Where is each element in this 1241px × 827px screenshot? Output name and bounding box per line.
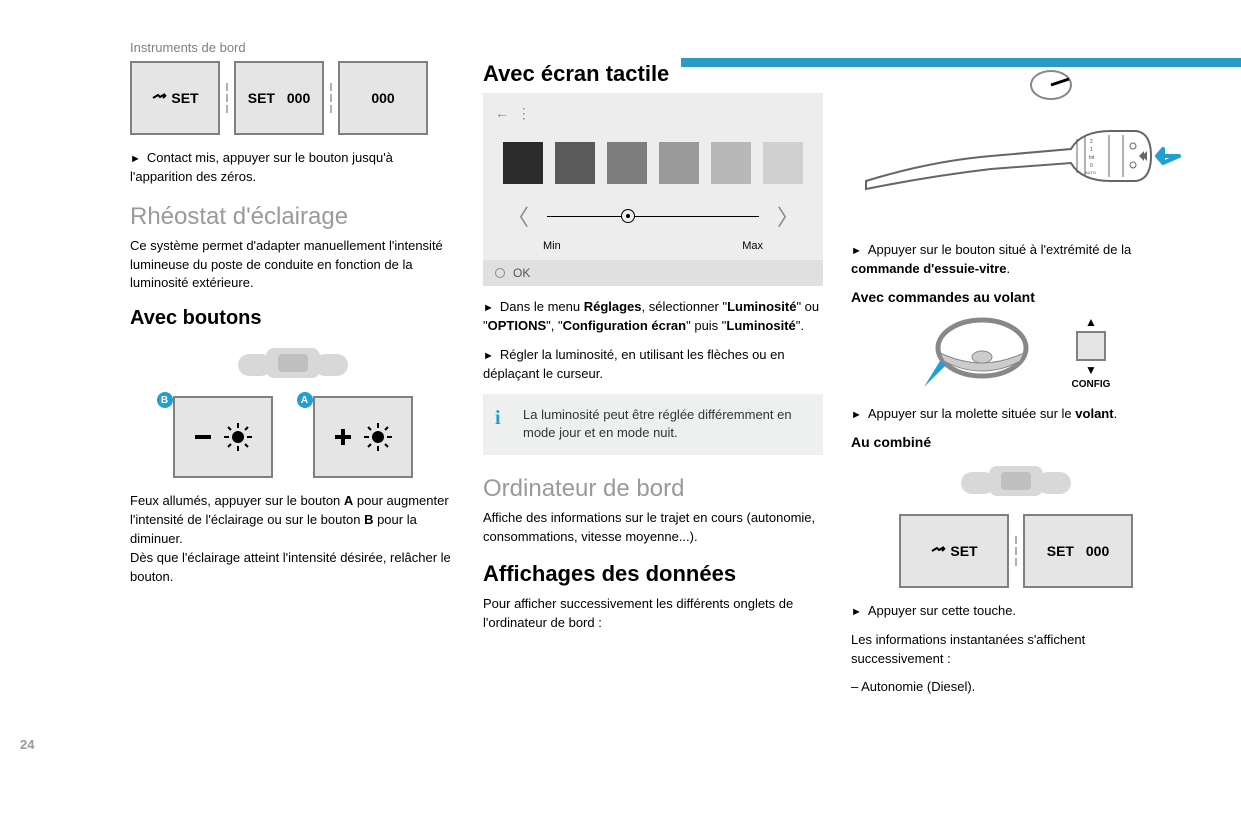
- chevron-right-icon: 〉: [773, 200, 803, 232]
- badge-a: A: [297, 392, 313, 408]
- dashboard-illustration: [130, 338, 455, 384]
- plus-icon: [333, 425, 357, 449]
- brightness-up-unit: A: [313, 396, 413, 478]
- steering-instruction: Appuyer sur la molette située sur le vol…: [851, 405, 1181, 424]
- up-triangle-icon: ▲: [1085, 315, 1097, 329]
- touchscreen-card: ← ⋮ 〈 〉 Min Max: [483, 93, 823, 286]
- steering-row: ▲ ▼ CONFIG: [851, 313, 1181, 393]
- svg-text:AUTO: AUTO: [1085, 170, 1096, 175]
- swatch-1: [503, 142, 543, 184]
- touchscreen-footer: OK: [483, 260, 823, 286]
- data-display-heading: Affichages des données: [483, 561, 823, 587]
- section-header: Instruments de bord: [130, 40, 1181, 55]
- set-value: 000: [371, 90, 394, 106]
- separator: [226, 83, 228, 113]
- brightness-up-button: [313, 396, 413, 478]
- config-unit: ▲ ▼ CONFIG: [1072, 315, 1111, 390]
- down-triangle-icon: ▼: [1085, 363, 1097, 377]
- buttons-heading: Avec boutons: [130, 307, 455, 330]
- ts-instruction-1: Dans le menu Réglages, sélectionner "Lum…: [483, 298, 823, 336]
- page-number: 24: [20, 737, 1181, 752]
- ts-instruction-2: Régler la luminosité, en utilisant les f…: [483, 346, 823, 384]
- combine-set-button-1: SET: [899, 514, 1009, 588]
- min-label: Min: [543, 240, 561, 252]
- wrench-icon: [930, 545, 946, 557]
- sun-icon: [223, 422, 253, 452]
- swatch-5: [711, 142, 751, 184]
- minus-icon: [193, 425, 217, 449]
- info-icon: i: [495, 404, 501, 433]
- wrench-icon: [151, 92, 167, 104]
- set-button-2: SET 000: [234, 61, 324, 135]
- combine-list-item: – Autonomie (Diesel).: [851, 678, 1181, 697]
- sun-icon: [363, 422, 393, 452]
- info-text: La luminosité peut être réglée différemm…: [523, 407, 792, 441]
- swatch-row: [483, 132, 823, 200]
- rheostat-heading: Rhéostat d'éclairage: [130, 203, 455, 231]
- separator: [1015, 536, 1017, 566]
- swatch-4: [659, 142, 699, 184]
- set-label: SET: [171, 90, 198, 106]
- stalk-instruction: Appuyer sur le bouton situé à l'extrémit…: [851, 241, 1181, 279]
- set-button-1: SET: [130, 61, 220, 135]
- column-2: Avec écran tactile ← ⋮ 〈 〉 Min: [483, 61, 823, 707]
- dashboard-illustration-2: [851, 456, 1181, 502]
- ok-circle-icon: [495, 268, 505, 278]
- stalk-illustration: 2 1 Int 0 AUTO: [851, 61, 1181, 231]
- set-label: SET: [248, 90, 275, 106]
- brightness-buttons-row: B A: [130, 396, 455, 478]
- slider-handle: [621, 209, 635, 223]
- svg-text:2: 2: [1090, 139, 1093, 145]
- brightness-down-button: [173, 396, 273, 478]
- touchscreen-back-row: ← ⋮: [483, 101, 823, 132]
- column-3: 2 1 Int 0 AUTO Appuyer sur le bouton situé…: [851, 61, 1181, 707]
- svg-text:1: 1: [1090, 147, 1093, 153]
- config-label: CONFIG: [1072, 379, 1111, 390]
- buttons-description: Feux allumés, appuyer sur le bouton A po…: [130, 492, 455, 586]
- brightness-slider: [547, 216, 759, 217]
- badge-b: B: [157, 392, 173, 408]
- swatch-3: [607, 142, 647, 184]
- max-label: Max: [742, 240, 763, 252]
- combine-set-row: SET SET 000: [851, 514, 1181, 588]
- set-buttons-row: SET SET 000 000: [130, 61, 455, 135]
- combine-set-button-2: SET 000: [1023, 514, 1133, 588]
- ok-label: OK: [513, 266, 530, 280]
- combine-description: Les informations instantanées s'affichen…: [851, 631, 1181, 669]
- data-display-description: Pour afficher successivement les différe…: [483, 595, 823, 633]
- swatch-2: [555, 142, 595, 184]
- combine-heading: Au combiné: [851, 434, 1181, 450]
- set-value: 000: [1086, 543, 1109, 559]
- rheostat-description: Ce système permet d'adapter manuellement…: [130, 237, 455, 294]
- slider-labels: Min Max: [483, 238, 823, 260]
- slider-row: 〈 〉: [483, 200, 823, 238]
- brightness-down-unit: B: [173, 396, 273, 478]
- column-1: SET SET 000 000 Contact mis, appuyer sur…: [130, 61, 455, 707]
- trip-computer-description: Affiche des informations sur le trajet e…: [483, 509, 823, 547]
- separator: [330, 83, 332, 113]
- chevron-left-icon: 〈: [503, 200, 533, 232]
- set-button-3: 000: [338, 61, 428, 135]
- steering-heading: Avec commandes au volant: [851, 289, 1181, 305]
- set-label: SET: [950, 543, 977, 559]
- set-label: SET: [1047, 543, 1074, 559]
- steering-wheel-icon: [922, 313, 1032, 393]
- trip-computer-heading: Ordinateur de bord: [483, 475, 823, 503]
- set-value: 000: [287, 90, 310, 106]
- svg-text:0: 0: [1090, 163, 1093, 169]
- config-box: [1076, 331, 1106, 361]
- swatch-6: [763, 142, 803, 184]
- info-box: i La luminosité peut être réglée différe…: [483, 394, 823, 456]
- combine-instruction: Appuyer sur cette touche.: [851, 602, 1181, 621]
- svg-text:Int: Int: [1089, 155, 1095, 161]
- set-instruction: Contact mis, appuyer sur le bouton jusqu…: [130, 149, 455, 187]
